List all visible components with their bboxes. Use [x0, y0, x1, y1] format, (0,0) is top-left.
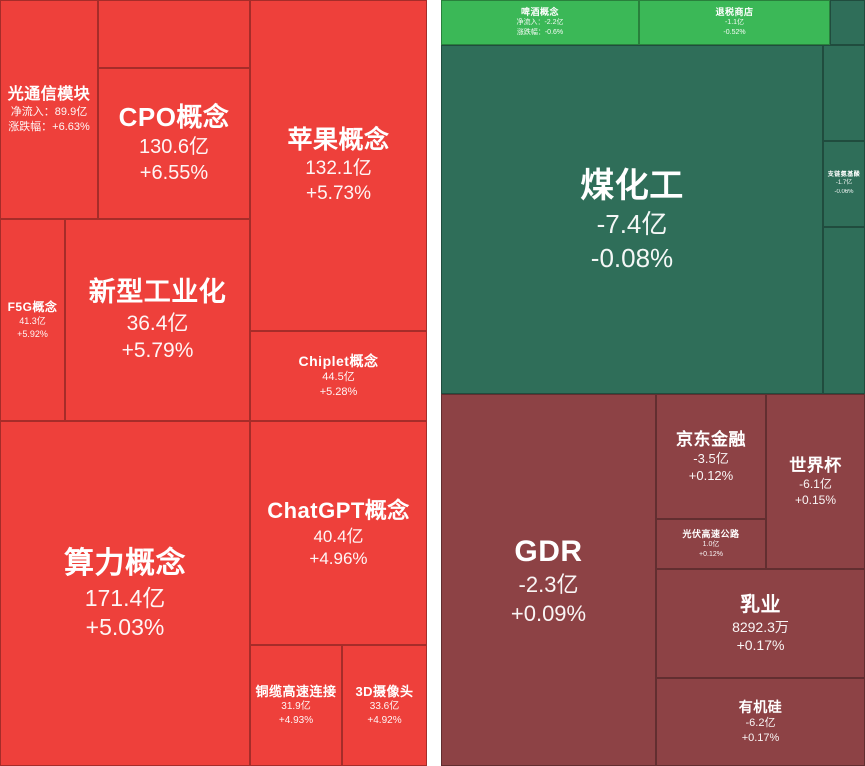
tile-net-flow: -6.2亿 — [745, 717, 776, 729]
tile-net-flow: -6.1亿 — [799, 477, 832, 492]
tile-green-corner-sliver[interactable] — [830, 0, 865, 45]
tile-change-pct: +4.96% — [309, 548, 368, 568]
tile-beer-concept[interactable]: 啤酒概念 净流入：-2.2亿 涨跌幅：-0.6% — [441, 0, 639, 45]
tile-net-flow: 130.6亿 — [138, 135, 210, 158]
tile-new-industrialization[interactable]: 新型工业化 36.4亿 +5.79% — [65, 219, 250, 421]
tile-change-pct: +0.12% — [688, 468, 734, 484]
tile-optical-module[interactable]: 光通信模块净流入：89.9亿 涨跌幅：+6.63% — [0, 0, 98, 219]
tile-change-pct: +4.92% — [367, 714, 402, 726]
tile-jd-finance[interactable]: 京东金融 -3.5亿 +0.12% — [656, 394, 766, 519]
tile-change-pct: -0.52% — [723, 29, 746, 37]
tile-net-flow: -2.3亿 — [518, 572, 579, 598]
tile-net-flow: 31.9亿 — [281, 701, 311, 713]
tile-title: 支链氨基酸 — [827, 171, 861, 178]
tile-amino-acid[interactable]: 支链氨基酸 -1.7亿 -0.06% — [823, 141, 865, 227]
tile-title: 啤酒概念 — [520, 7, 559, 18]
tile-organic-silicon[interactable]: 有机硅 -6.2亿 +0.17% — [656, 678, 865, 766]
tile-change-pct: +5.73% — [306, 183, 371, 205]
tile-title: F5G概念 — [7, 300, 58, 315]
tile-title: 世界杯 — [789, 455, 842, 475]
tile-title: CPO概念 — [118, 102, 230, 133]
tile-title: 新型工业化 — [88, 276, 227, 307]
tile-change-pct: +5.92% — [17, 328, 48, 339]
tile-dairy[interactable]: 乳业 8292.3万 +0.17% — [656, 569, 865, 678]
tile-net-flow: -1.1亿 — [724, 19, 745, 27]
tile-title: Chiplet概念 — [298, 352, 379, 369]
tile-change-pct: +0.15% — [794, 493, 837, 508]
tile-net-flow: 171.4亿 — [84, 584, 166, 611]
tile-coal-chemical[interactable]: 煤化工 -7.4亿 -0.08% — [441, 45, 823, 394]
tile-title: ChatGPT概念 — [267, 498, 410, 523]
tile-net-flow: -1.7亿 — [835, 180, 853, 187]
tile-tax-refund-shop[interactable]: 退税商店 -1.1亿 -0.52% — [639, 0, 830, 45]
tile-net-flow: -7.4亿 — [596, 209, 668, 240]
tile-net-flow: 132.1亿 — [305, 158, 372, 180]
tile-apple-concept[interactable]: 苹果概念 132.1亿 +5.73% — [250, 0, 427, 331]
tile-title: 铜缆高速连接 — [255, 683, 337, 699]
tile-cpo[interactable]: CPO概念 130.6亿 +6.55% — [98, 68, 250, 219]
tile-net-flow: 41.3亿 — [19, 316, 46, 327]
tile-title: 光伏高速公路 — [682, 528, 740, 539]
tile-title: 光通信模块 — [7, 85, 91, 103]
tile-net-flow: 8292.3万 — [732, 618, 789, 635]
tile-copper-cable[interactable]: 铜缆高速连接 31.9亿 +4.93% — [250, 645, 342, 766]
tile-title: 苹果概念 — [287, 126, 390, 155]
tile-unlabeled-red-sliver[interactable] — [98, 0, 250, 68]
tile-net-flow: -3.5亿 — [693, 450, 729, 466]
tile-change-pct: -0.08% — [590, 242, 674, 273]
tile-change-pct: +5.03% — [85, 614, 165, 641]
tile-change-pct: +0.17% — [741, 731, 780, 744]
tile-change-pct: +5.79% — [121, 338, 194, 362]
tile-title: 煤化工 — [580, 166, 684, 205]
tile-title: 退税商店 — [715, 7, 754, 18]
tile-net-flow: 1.0亿 — [702, 540, 720, 548]
tile-net-flow: 40.4亿 — [313, 526, 364, 546]
tile-change-pct: 涨跌幅：+6.63% — [8, 120, 90, 133]
tile-title: 算力概念 — [64, 547, 186, 580]
tile-title: 乳业 — [740, 593, 781, 616]
tile-title: GDR — [514, 534, 583, 568]
tile-net-flow: 33.6亿 — [369, 701, 400, 713]
tile-change-pct: +4.93% — [278, 714, 314, 726]
tile-gdr[interactable]: GDR -2.3亿 +0.09% — [441, 394, 656, 766]
tile-green-sliver-top[interactable] — [823, 45, 865, 141]
tile-change-pct: +0.12% — [699, 550, 723, 558]
tile-change-pct: +6.55% — [139, 161, 209, 184]
tile-title: 京东金融 — [676, 429, 746, 449]
tile-world-cup[interactable]: 世界杯 -6.1亿 +0.15% — [766, 394, 865, 569]
tile-pv-highway[interactable]: 光伏高速公路 1.0亿 +0.12% — [656, 519, 766, 569]
tile-net-flow: 净流入：-2.2亿 — [516, 19, 564, 27]
tile-change-pct: 涨跌幅：-0.6% — [516, 29, 564, 37]
tile-chatgpt[interactable]: ChatGPT概念 40.4亿 +4.96% — [250, 421, 427, 645]
tile-computing-power[interactable]: 算力概念 171.4亿 +5.03% — [0, 421, 250, 766]
tile-title: 3D摄像头 — [355, 683, 414, 699]
tile-green-sliver-bottom[interactable] — [823, 227, 865, 394]
tile-change-pct: +5.28% — [319, 385, 358, 398]
tile-title: 有机硅 — [738, 698, 783, 715]
tile-net-flow: 44.5亿 — [322, 371, 355, 383]
tile-change-pct: +0.09% — [510, 600, 587, 626]
tile-change-pct: -0.06% — [834, 188, 854, 195]
tile-chiplet[interactable]: Chiplet概念 44.5亿 +5.28% — [250, 331, 427, 421]
tile-f5g[interactable]: F5G概念 41.3亿 +5.92% — [0, 219, 65, 421]
tile-change-pct: +0.17% — [736, 637, 785, 653]
tile-net-flow: 36.4亿 — [126, 311, 189, 335]
tile-3d-camera[interactable]: 3D摄像头 33.6亿 +4.92% — [342, 645, 427, 766]
tile-net-flow: 净流入：89.9亿 — [10, 105, 88, 118]
